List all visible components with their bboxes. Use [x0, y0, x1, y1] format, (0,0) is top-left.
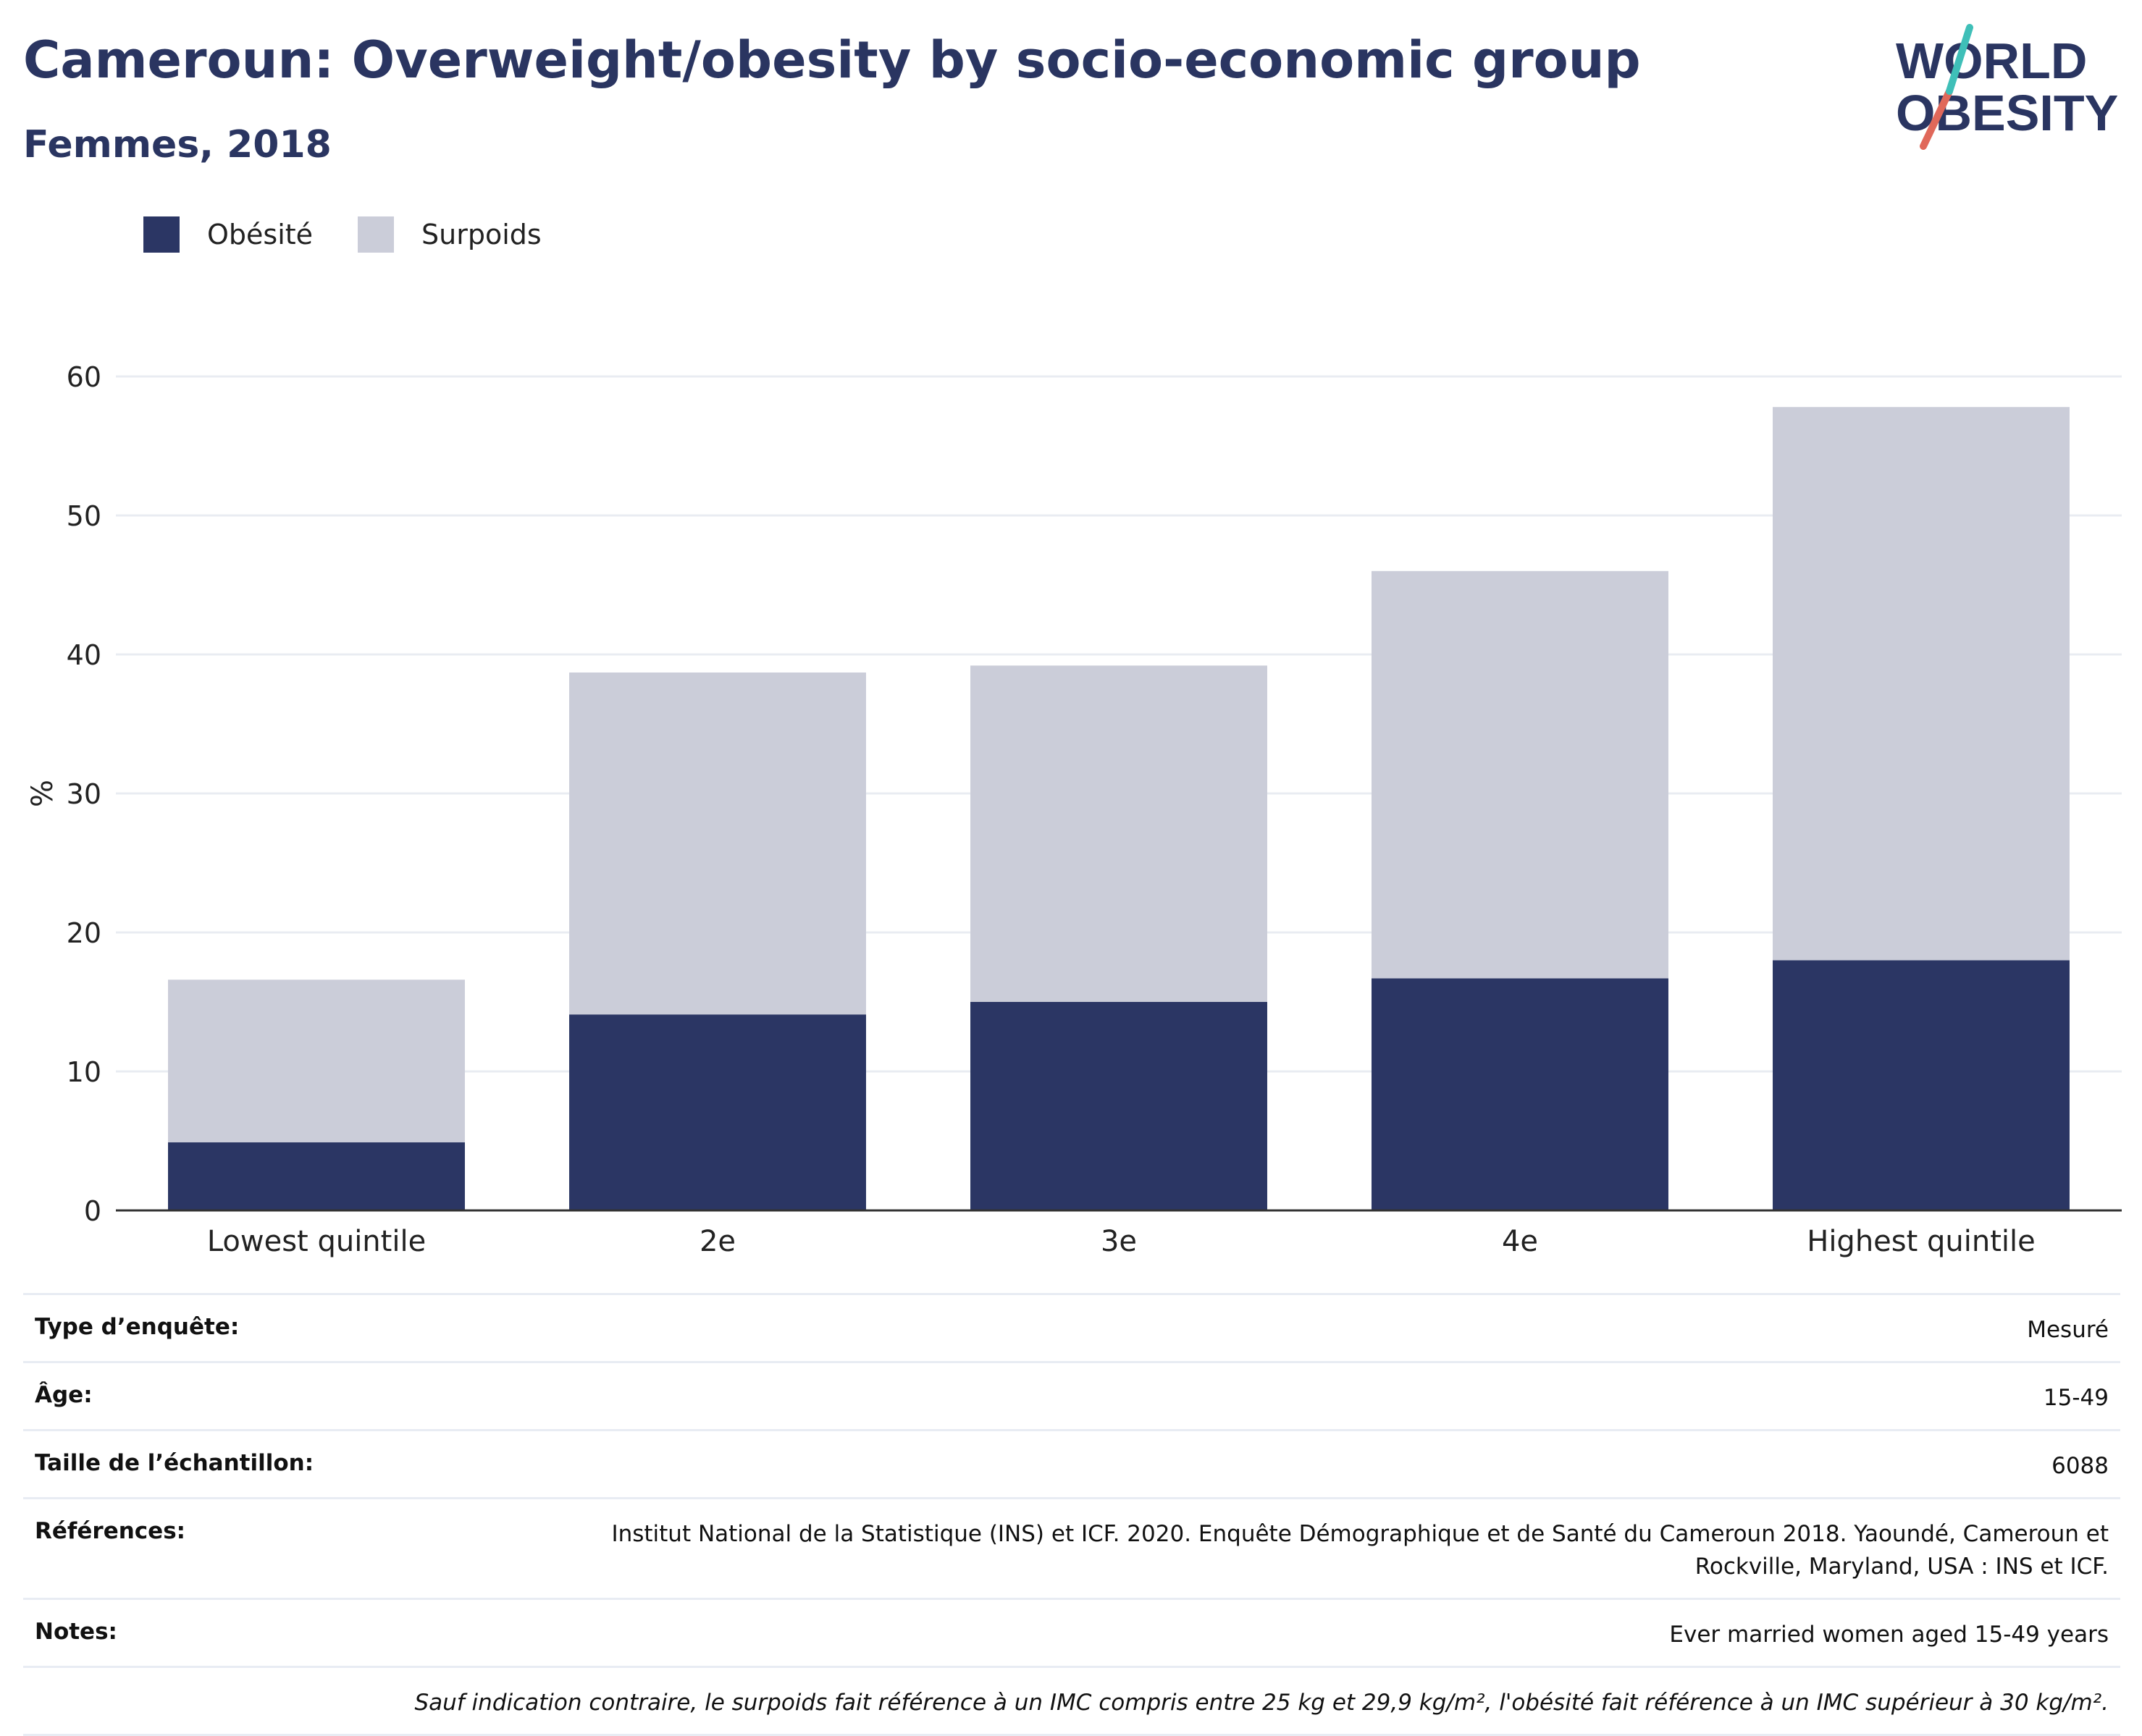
y-axis-label: % — [26, 780, 59, 807]
legend-label-overweight: Surpoids — [421, 219, 542, 250]
info-value: 6088 — [2051, 1452, 2109, 1479]
y-tick-label: 60 — [67, 361, 101, 393]
bar-obesity — [970, 1002, 1267, 1210]
info-key: Type d’enquête: — [35, 1314, 240, 1340]
x-tick-label: 3e — [1101, 1225, 1137, 1258]
chart-subtitle: Femmes, 2018 — [23, 123, 332, 167]
info-value: 15-49 — [2043, 1384, 2109, 1411]
bar-overweight — [970, 665, 1267, 1002]
legend-swatch-overweight — [358, 216, 395, 253]
footnote-text: Sauf indication contraire, le surpoids f… — [414, 1689, 2109, 1716]
bar-obesity — [168, 1142, 465, 1210]
x-tick-label: Lowest quintile — [207, 1225, 426, 1258]
legend-label-obesity: Obésité — [207, 219, 314, 250]
bar-overweight — [1372, 570, 1668, 979]
y-tick-label: 20 — [67, 917, 101, 949]
logo-line-1: WORLD — [1896, 33, 2087, 89]
y-tick-label: 0 — [84, 1195, 101, 1227]
legend-item-overweight: Surpoids — [358, 216, 542, 253]
info-row-references: Références: Institut National de la Stat… — [23, 1496, 2120, 1598]
world-obesity-logo: WORLD OBESITY — [1896, 24, 2118, 150]
legend-item-obesity: Obésité — [143, 216, 313, 253]
info-value: Institut National de la Statistique (INS… — [611, 1520, 2109, 1580]
info-key: Âge: — [35, 1381, 93, 1408]
x-tick-label: 2e — [700, 1225, 736, 1258]
info-row-age: Âge: 15-49 — [23, 1360, 2120, 1429]
legend-swatch-obesity — [143, 216, 180, 253]
info-key: Références: — [35, 1517, 186, 1544]
info-row-notes: Notes: Ever married women aged 15-49 yea… — [23, 1597, 2120, 1666]
info-table: Type d’enquête: Mesuré Âge: 15-49 Taille… — [23, 1293, 2120, 1736]
bar-overweight — [168, 979, 465, 1142]
bar-obesity — [1372, 978, 1668, 1210]
info-row-footnote: Sauf indication contraire, le surpoids f… — [23, 1665, 2120, 1736]
y-tick-label: 40 — [67, 639, 101, 671]
bar-overweight — [569, 672, 866, 1015]
info-key: Taille de l’échantillon: — [35, 1449, 314, 1476]
info-value: Ever married women aged 15-49 years — [1669, 1621, 2109, 1648]
y-tick-label: 30 — [67, 778, 101, 810]
bar-overweight — [1773, 407, 2070, 961]
chart-title: Cameroun: Overweight/obesity by socio-ec… — [23, 30, 1641, 90]
info-row-survey-type: Type d’enquête: Mesuré — [23, 1293, 2120, 1361]
y-tick-label: 50 — [67, 500, 101, 532]
x-tick-label: 4e — [1502, 1225, 1538, 1258]
info-row-sample-size: Taille de l’échantillon: 6088 — [23, 1428, 2120, 1497]
info-key: Notes: — [35, 1618, 117, 1645]
bar-obesity — [569, 1014, 866, 1210]
bar-obesity — [1773, 960, 2070, 1210]
y-tick-label: 10 — [67, 1056, 101, 1088]
chart-legend: Obésité Surpoids — [143, 214, 587, 255]
x-tick-label: Highest quintile — [1807, 1225, 2036, 1258]
bar-chart: 0 10 20 30 40 50 60% Lowest quintile 2e 3e 4e Highe… — [26, 361, 2122, 1258]
info-value: Mesuré — [2027, 1317, 2109, 1343]
